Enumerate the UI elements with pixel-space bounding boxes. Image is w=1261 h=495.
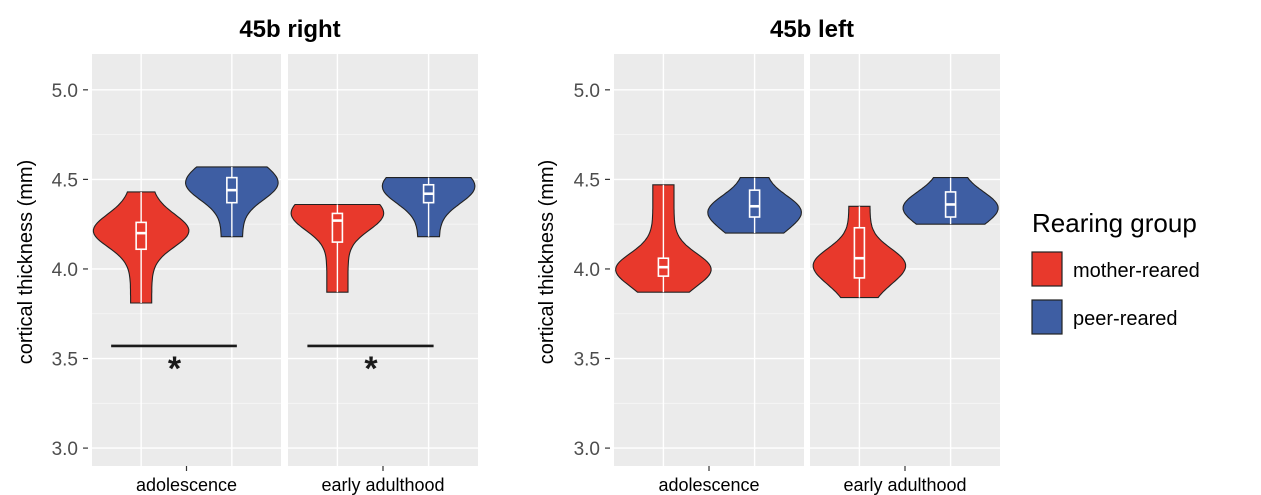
legend-label: mother-reared (1073, 260, 1200, 282)
significance-star: * (168, 350, 182, 388)
chart-45b-right: 45b right cortical thickness (mm) 3.0 3.5… (15, 16, 478, 495)
legend-title: Rearing group (1032, 208, 1197, 238)
y-tick-label: 3.5 (574, 350, 600, 371)
y-tick-label: 5.0 (52, 81, 78, 102)
violin-mother-reared (290, 203, 385, 293)
violin-box (748, 189, 761, 218)
violin-box (331, 212, 344, 243)
legend-label: peer-reared (1073, 308, 1178, 330)
y-axis-label: cortical thickness (mm) (536, 160, 558, 364)
legend-key-peer-reared (1031, 299, 1063, 335)
x-tick-label: adolescence (658, 475, 759, 495)
facet-adolescence: adolescence (614, 54, 804, 495)
violin-peer-reared (381, 177, 476, 238)
violin-box (135, 221, 147, 251)
y-tick-label: 3.0 (52, 439, 78, 460)
chart-title: 45b left (770, 16, 854, 43)
y-tick-label: 3.5 (52, 350, 78, 371)
facet-adolescence: adolescence * (92, 54, 281, 495)
violin-mother-reared (615, 184, 712, 293)
legend-item-peer-reared: peer-reared (1031, 299, 1178, 335)
x-tick-label: early adulthood (843, 475, 966, 495)
legend-item-mother-reared: mother-reared (1031, 251, 1200, 287)
y-tick-label: 4.5 (574, 170, 600, 191)
violin-mother-reared (92, 191, 190, 304)
violin-box (853, 226, 866, 279)
y-tick-label: 5.0 (574, 81, 600, 102)
violin-peer-reared (185, 166, 279, 238)
y-tick-label: 3.0 (574, 439, 600, 460)
x-tick-label: adolescence (136, 475, 237, 495)
significance-star: * (364, 350, 378, 388)
chart-title: 45b right (239, 16, 340, 43)
facet-early-adulthood: early adulthood * (288, 54, 478, 495)
y-axis-label: cortical thickness (mm) (15, 160, 37, 364)
legend: Rearing group mother-reared peer-reared (1031, 208, 1200, 335)
y-tick-label: 4.5 (52, 170, 78, 191)
legend-key-mother-reared (1031, 251, 1063, 287)
chart-45b-left: 45b left cortical thickness (mm) 3.0 3.5 4… (536, 16, 1000, 495)
violin-mother-reared (812, 205, 907, 299)
violin-peer-reared (902, 177, 999, 225)
x-tick-label: early adulthood (321, 475, 444, 495)
panel-background (92, 54, 281, 466)
y-tick-label: 4.0 (52, 260, 78, 281)
y-tick-label: 4.0 (574, 260, 600, 281)
panel-background (288, 54, 478, 466)
violin-peer-reared (707, 177, 802, 234)
facet-early-adulthood: early adulthood (810, 54, 1000, 495)
